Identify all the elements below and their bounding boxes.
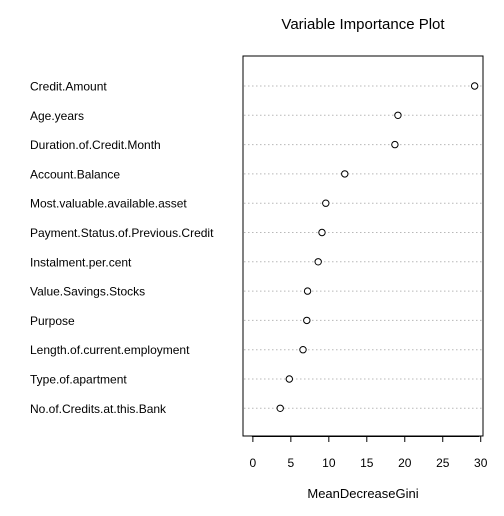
chart-title: Variable Importance Plot [281, 16, 445, 33]
data-point [394, 111, 402, 120]
data-point [314, 258, 322, 266]
category-label: Type.of.apartment [30, 373, 127, 387]
x-tick-label: 25 [436, 456, 450, 470]
x-tick-label: 15 [360, 456, 374, 470]
data-point [318, 228, 326, 237]
category-label: Length.of.current.employment [30, 343, 190, 357]
category-label: Value.Savings.Stocks [30, 285, 145, 299]
category-label: No.of.Credits.at.this.Bank [30, 402, 167, 416]
x-tick-label: 5 [288, 456, 295, 470]
data-point [322, 199, 330, 207]
grid-lines [244, 85, 482, 409]
category-label: Credit.Amount [30, 80, 107, 94]
data-point [285, 375, 294, 383]
data-points [276, 82, 479, 412]
x-axis-label: MeanDecreaseGini [307, 486, 418, 501]
data-point [299, 346, 307, 354]
data-point [341, 170, 349, 178]
data-point [391, 140, 399, 149]
data-point [303, 287, 312, 295]
data-point [276, 404, 284, 412]
category-label: Account.Balance [30, 167, 120, 181]
plot-frame [242, 55, 484, 437]
x-tick-label: 20 [398, 456, 412, 470]
category-labels: Credit.Amount Age.years Duration.of.Credit… [30, 80, 214, 416]
x-tick-label: 10 [322, 456, 336, 470]
category-label: Payment.Status.of.Previous.Credit [30, 226, 214, 240]
category-label: Age.years [30, 109, 84, 123]
category-label: Most.valuable.available.asset [30, 197, 187, 211]
data-point [303, 316, 311, 325]
x-tick-label: 30 [474, 456, 488, 470]
category-label: Instalment.per.cent [30, 255, 132, 269]
data-point [470, 82, 479, 90]
x-tick-label: 0 [250, 456, 257, 470]
category-label: Duration.of.Credit.Month [30, 138, 161, 152]
category-label: Purpose [30, 314, 75, 328]
x-axis: 0 5 10 15 20 25 30 [250, 436, 488, 470]
